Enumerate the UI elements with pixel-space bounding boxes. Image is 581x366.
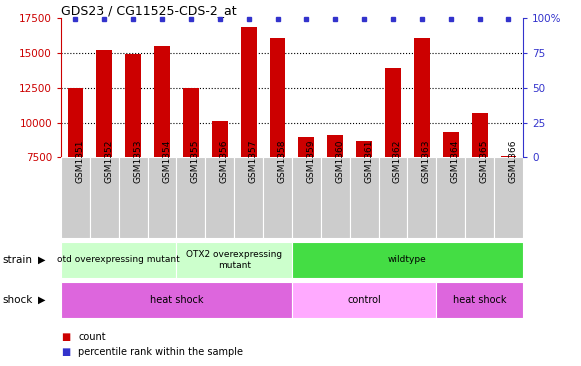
Text: ■: ■ (61, 347, 70, 357)
Bar (119, 157, 148, 238)
Bar (263, 157, 292, 238)
Bar (385, 68, 401, 157)
Text: count: count (78, 332, 106, 342)
Bar (500, 156, 517, 157)
Text: GSM1358: GSM1358 (278, 140, 286, 183)
Text: GSM1353: GSM1353 (133, 140, 142, 183)
Text: otd overexpressing mutant: otd overexpressing mutant (58, 255, 180, 264)
Bar (379, 157, 407, 238)
Bar (292, 282, 436, 318)
Bar (350, 157, 379, 238)
Bar (177, 157, 205, 238)
Bar (154, 46, 170, 157)
Text: ▶: ▶ (38, 295, 45, 305)
Bar (205, 157, 234, 238)
Text: GDS23 / CG11525-CDS-2_at: GDS23 / CG11525-CDS-2_at (61, 4, 236, 17)
Text: GSM1362: GSM1362 (393, 140, 402, 183)
Text: ■: ■ (61, 332, 70, 342)
Text: GSM1354: GSM1354 (162, 140, 171, 183)
Bar (356, 141, 372, 157)
Bar (443, 132, 458, 157)
Text: wildtype: wildtype (388, 255, 427, 264)
Bar (96, 50, 112, 157)
Bar (292, 157, 321, 238)
Text: GSM1366: GSM1366 (508, 140, 518, 183)
Text: GSM1351: GSM1351 (76, 140, 84, 183)
Text: strain: strain (3, 255, 33, 265)
Text: GSM1365: GSM1365 (479, 140, 489, 183)
Bar (148, 157, 177, 238)
Bar (241, 27, 257, 157)
Bar (407, 157, 436, 238)
Bar (270, 38, 285, 157)
Text: control: control (347, 295, 381, 305)
Text: GSM1357: GSM1357 (249, 140, 257, 183)
Bar (436, 282, 523, 318)
Bar (90, 157, 119, 238)
Bar (61, 282, 292, 318)
Bar (299, 137, 314, 157)
Text: shock: shock (3, 295, 33, 305)
Text: GSM1363: GSM1363 (422, 140, 431, 183)
Bar (327, 135, 343, 157)
Text: OTX2 overexpressing
mutant: OTX2 overexpressing mutant (186, 250, 282, 270)
Text: percentile rank within the sample: percentile rank within the sample (78, 347, 243, 357)
Bar (292, 242, 523, 278)
Text: heat shock: heat shock (453, 295, 507, 305)
Bar (414, 38, 430, 157)
Bar (321, 157, 350, 238)
Bar (177, 242, 292, 278)
Text: heat shock: heat shock (150, 295, 203, 305)
Bar (183, 88, 199, 157)
Bar (61, 157, 90, 238)
Text: GSM1360: GSM1360 (335, 140, 345, 183)
Bar (125, 55, 141, 157)
Bar (61, 242, 177, 278)
Bar (67, 88, 84, 157)
Text: GSM1356: GSM1356 (220, 140, 229, 183)
Text: GSM1359: GSM1359 (306, 140, 315, 183)
Text: GSM1361: GSM1361 (364, 140, 373, 183)
Bar (465, 157, 494, 238)
Text: GSM1355: GSM1355 (191, 140, 200, 183)
Bar (212, 121, 228, 157)
Bar (472, 113, 487, 157)
Bar (436, 157, 465, 238)
Text: GSM1352: GSM1352 (105, 140, 113, 183)
Bar (234, 157, 263, 238)
Text: GSM1364: GSM1364 (451, 140, 460, 183)
Text: ▶: ▶ (38, 255, 45, 265)
Bar (494, 157, 523, 238)
